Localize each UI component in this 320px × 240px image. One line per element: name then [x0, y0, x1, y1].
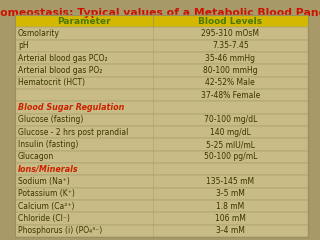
- Text: Osmolarity: Osmolarity: [18, 29, 60, 38]
- Bar: [15, 77, 308, 89]
- Text: Sodium (Na⁺): Sodium (Na⁺): [18, 177, 70, 186]
- Text: 1.8 mM: 1.8 mM: [216, 202, 244, 211]
- Bar: [15, 114, 308, 126]
- Text: 70-100 mg/dL: 70-100 mg/dL: [204, 115, 257, 124]
- Text: Calcium (Ca²⁺): Calcium (Ca²⁺): [18, 202, 75, 211]
- Bar: [15, 89, 308, 101]
- Text: Parameter: Parameter: [57, 17, 111, 26]
- Bar: [15, 126, 308, 138]
- Bar: [15, 27, 308, 40]
- Text: 5-25 mIU/mL: 5-25 mIU/mL: [206, 140, 255, 149]
- Bar: [15, 163, 308, 175]
- Text: Potassium (K⁺): Potassium (K⁺): [18, 189, 75, 198]
- Bar: [15, 138, 308, 151]
- Text: 35-46 mmHg: 35-46 mmHg: [205, 54, 255, 63]
- Text: Blood Sugar Regulation: Blood Sugar Regulation: [18, 103, 124, 112]
- Bar: [15, 15, 308, 27]
- Bar: [15, 225, 308, 237]
- Bar: [15, 212, 308, 225]
- Text: Glucose - 2 hrs post prandial: Glucose - 2 hrs post prandial: [18, 128, 128, 137]
- Text: 80-100 mmHg: 80-100 mmHg: [203, 66, 258, 75]
- Bar: [15, 101, 308, 114]
- Text: Glucagon: Glucagon: [18, 152, 54, 161]
- Bar: [15, 188, 308, 200]
- Bar: [15, 40, 308, 52]
- Bar: [15, 52, 308, 64]
- Bar: [15, 151, 308, 163]
- Text: 7.35-7.45: 7.35-7.45: [212, 41, 249, 50]
- Text: Chloride (Cl⁻): Chloride (Cl⁻): [18, 214, 70, 223]
- Text: 135-145 mM: 135-145 mM: [206, 177, 254, 186]
- Text: 140 mg/dL: 140 mg/dL: [210, 128, 251, 137]
- Text: 50-100 pg/mL: 50-100 pg/mL: [204, 152, 257, 161]
- Text: Hematocrit (HCT): Hematocrit (HCT): [18, 78, 85, 87]
- Bar: [15, 175, 308, 188]
- Text: 42-52% Male: 42-52% Male: [205, 78, 255, 87]
- Text: Phosphorus (i) (PO₄³⁻): Phosphorus (i) (PO₄³⁻): [18, 226, 102, 235]
- Text: pH: pH: [18, 41, 28, 50]
- Text: Arterial blood gas PO₂: Arterial blood gas PO₂: [18, 66, 102, 75]
- Text: Insulin (fasting): Insulin (fasting): [18, 140, 78, 149]
- Text: Arterial blood gas PCO₂: Arterial blood gas PCO₂: [18, 54, 108, 63]
- Text: Glucose (fasting): Glucose (fasting): [18, 115, 84, 124]
- Text: Ions/Minerals: Ions/Minerals: [18, 165, 79, 174]
- Text: 295-310 mOsM: 295-310 mOsM: [201, 29, 259, 38]
- Text: 106 mM: 106 mM: [215, 214, 246, 223]
- Text: 3-4 mM: 3-4 mM: [216, 226, 245, 235]
- Text: 3-5 mM: 3-5 mM: [216, 189, 245, 198]
- Bar: [15, 200, 308, 212]
- Bar: [15, 64, 308, 77]
- Text: Homeostasis: Typical values of a Metabolic Blood Panel: Homeostasis: Typical values of a Metabol…: [0, 8, 320, 18]
- Text: Blood Levels: Blood Levels: [198, 17, 262, 26]
- Text: 37-48% Female: 37-48% Female: [201, 91, 260, 100]
